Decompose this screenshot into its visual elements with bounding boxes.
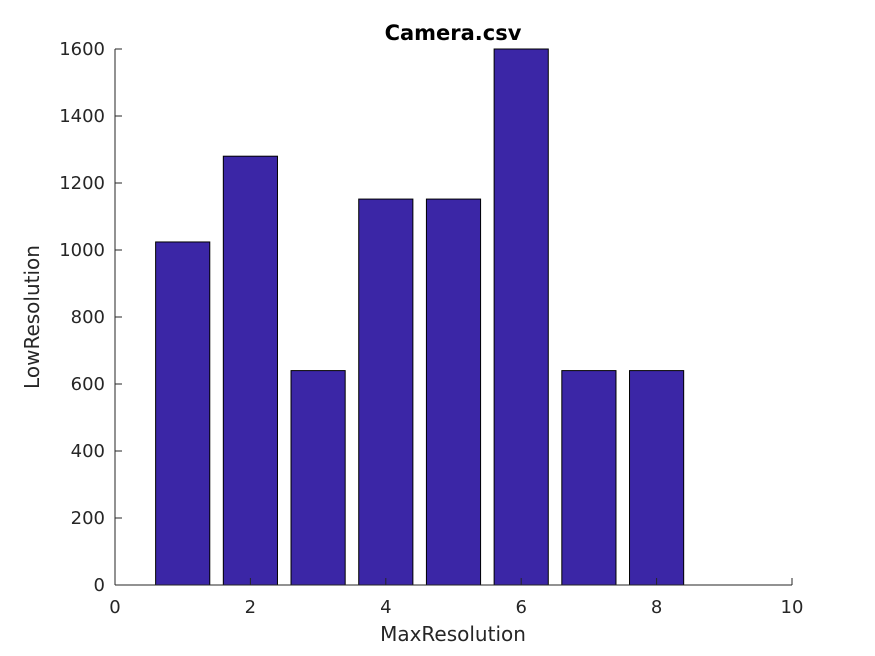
chart-title: Camera.csv (385, 21, 522, 45)
y-tick-label: 0 (94, 575, 105, 596)
x-tick-label: 10 (781, 597, 804, 618)
x-tick-label: 4 (380, 597, 391, 618)
y-axis-label: LowResolution (20, 245, 44, 389)
y-tick-label: 1200 (59, 173, 105, 194)
axes-group: 0 2 4 6 8 10 0 200 400 600 800 1000 1200 1400 1600 (59, 39, 803, 618)
x-tick-label: 0 (109, 597, 120, 618)
x-tick-label: 8 (651, 597, 662, 618)
bar-7 (561, 370, 617, 586)
y-tick-label: 800 (71, 307, 105, 328)
bar-5 (425, 198, 482, 586)
bar-3 (290, 370, 346, 586)
x-axis-label: MaxResolution (380, 622, 526, 646)
x-tick-label: 6 (515, 597, 526, 618)
x-tick-label: 2 (245, 597, 256, 618)
y-tick-label: 600 (71, 374, 105, 395)
y-tick-label: 200 (71, 508, 105, 529)
bar-2 (222, 155, 278, 586)
bar-4 (358, 198, 414, 586)
bar-1 (155, 241, 211, 586)
y-tick-label: 1000 (59, 240, 105, 261)
y-tick-label: 1400 (59, 106, 105, 127)
bar-6 (493, 48, 549, 586)
y-tick-label: 1600 (59, 39, 105, 60)
bars-group (155, 48, 685, 586)
y-tick-label: 400 (71, 441, 105, 462)
bar-8 (629, 370, 685, 586)
